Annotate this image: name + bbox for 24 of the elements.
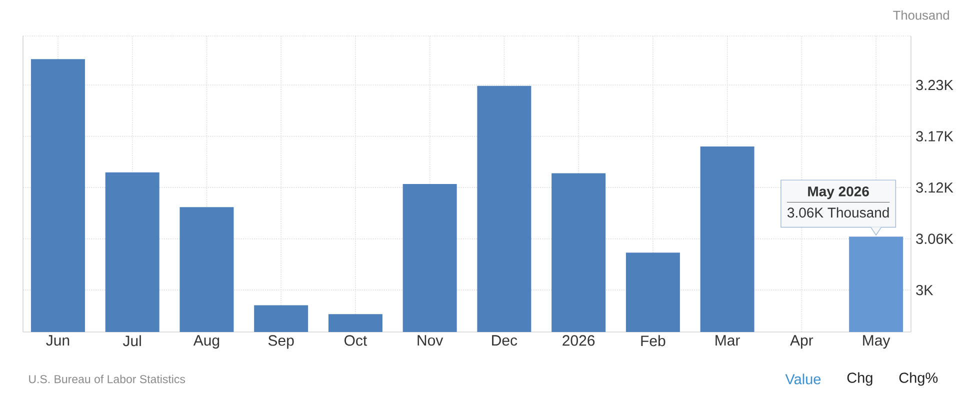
y-tick-label: 3.17K bbox=[916, 131, 954, 142]
text: Chg bbox=[847, 372, 872, 386]
annotation: 3.06K Thousand bbox=[787, 207, 889, 218]
y-axis-title: Thousand bbox=[893, 10, 949, 20]
x-tick-label: 2026 bbox=[562, 335, 595, 346]
text: Chg% bbox=[899, 372, 938, 386]
x-tick-label: Sep bbox=[268, 335, 294, 349]
y-tick-label: 3.23K bbox=[916, 80, 954, 90]
x-tick-label: Feb bbox=[641, 335, 666, 346]
y-tick-label: 3K bbox=[916, 284, 934, 296]
x-tick-label: Jun bbox=[46, 335, 70, 346]
y-tick-label: 3.06K bbox=[916, 234, 954, 244]
x-tick-label: Aug bbox=[193, 335, 220, 349]
x-tick-label: May bbox=[863, 335, 890, 349]
y-tick-label: 3.12K bbox=[916, 182, 954, 193]
text: U.S. Bureau of Labor Statistics bbox=[29, 374, 186, 384]
x-tick-label: Apr bbox=[790, 335, 814, 349]
x-tick-label: Dec bbox=[492, 335, 518, 346]
annotation: May 2026 bbox=[808, 186, 869, 200]
text: Value bbox=[785, 374, 821, 384]
x-tick-label: Nov bbox=[418, 335, 444, 346]
x-tick-label: Oct bbox=[344, 335, 368, 346]
x-tick-label: Jul bbox=[122, 335, 141, 346]
x-tick-label: Mar bbox=[716, 335, 740, 346]
